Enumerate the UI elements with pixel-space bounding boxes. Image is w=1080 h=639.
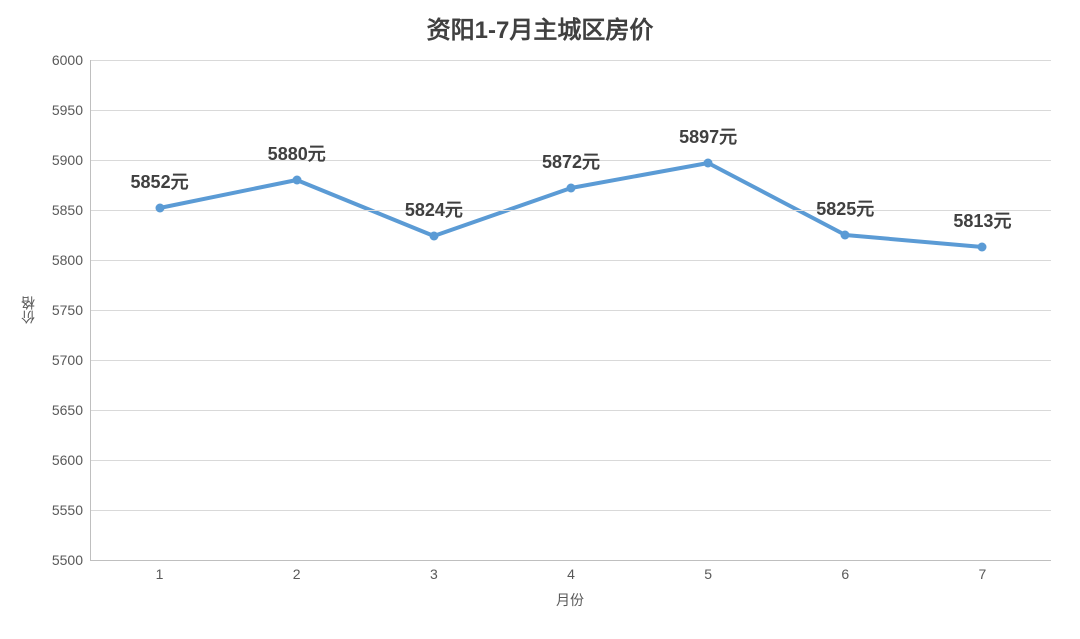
y-tick-label: 5800 <box>52 252 91 268</box>
x-tick-label: 6 <box>841 560 849 582</box>
y-tick-label: 5900 <box>52 152 91 168</box>
y-tick-label: 5750 <box>52 302 91 318</box>
y-tick-label: 5550 <box>52 502 91 518</box>
data-marker <box>155 204 164 213</box>
data-label: 5825元 <box>816 195 874 221</box>
data-label: 5852元 <box>131 168 189 194</box>
y-tick-label: 5650 <box>52 402 91 418</box>
data-label: 5897元 <box>679 123 737 149</box>
gridline <box>91 410 1051 411</box>
gridline <box>91 210 1051 211</box>
gridline <box>91 310 1051 311</box>
data-marker <box>978 243 987 252</box>
data-marker <box>429 232 438 241</box>
y-tick-label: 5600 <box>52 452 91 468</box>
data-label: 5872元 <box>542 148 600 174</box>
y-tick-label: 5950 <box>52 102 91 118</box>
x-tick-label: 4 <box>567 560 575 582</box>
data-label: 5880元 <box>268 140 326 166</box>
y-axis-label: 价格 <box>18 296 38 324</box>
gridline <box>91 460 1051 461</box>
x-tick-label: 3 <box>430 560 438 582</box>
data-label: 5813元 <box>953 207 1011 233</box>
data-label: 5824元 <box>405 196 463 222</box>
y-tick-label: 5700 <box>52 352 91 368</box>
gridline <box>91 510 1051 511</box>
data-marker <box>841 231 850 240</box>
data-marker <box>292 176 301 185</box>
plot-area: 5500555056005650570057505800585059005950… <box>90 60 1051 561</box>
y-tick-label: 5850 <box>52 202 91 218</box>
gridline <box>91 360 1051 361</box>
gridline <box>91 260 1051 261</box>
x-tick-label: 1 <box>156 560 164 582</box>
y-tick-label: 6000 <box>52 52 91 68</box>
x-tick-label: 7 <box>979 560 987 582</box>
gridline <box>91 60 1051 61</box>
x-tick-label: 2 <box>293 560 301 582</box>
gridline <box>91 110 1051 111</box>
x-tick-label: 5 <box>704 560 712 582</box>
data-marker <box>567 184 576 193</box>
y-tick-label: 5500 <box>52 552 91 568</box>
data-marker <box>704 159 713 168</box>
x-axis-label: 月份 <box>556 590 584 610</box>
chart-title: 资阳1-7月主城区房价 <box>0 10 1080 45</box>
chart-container: 资阳1-7月主城区房价 5500555056005650570057505800… <box>0 0 1080 639</box>
